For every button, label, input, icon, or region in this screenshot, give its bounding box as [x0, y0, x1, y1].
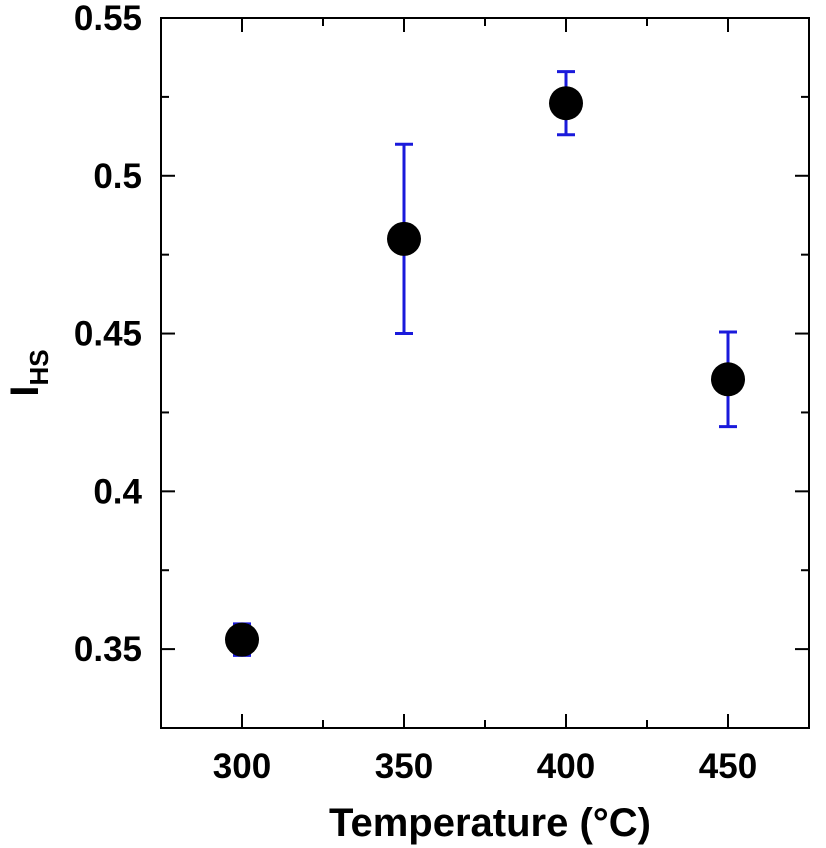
y-tick-label: 0.45 [74, 315, 142, 354]
x-tick-label: 400 [537, 747, 595, 786]
x-tick-label: 300 [213, 747, 271, 786]
data-point [711, 362, 745, 397]
y-axis-title-main: I [3, 386, 47, 397]
data-markers [225, 86, 745, 657]
y-axis-title-sub: HS [24, 349, 54, 385]
axis-ticks [161, 17, 809, 729]
data-point [225, 622, 259, 657]
y-tick-label: 0.55 [74, 0, 142, 38]
tick-labels: 300 350 400 450 0.35 0.4 0.45 0.5 0.55 [74, 0, 757, 786]
svg-text:IHS: IHS [3, 349, 54, 396]
plot-frame [160, 17, 810, 729]
data-point [387, 221, 421, 256]
x-tick-label: 450 [699, 747, 757, 786]
y-tick-label: 0.35 [74, 630, 142, 669]
data-point [549, 86, 583, 121]
y-tick-label: 0.5 [93, 157, 142, 196]
x-axis-title: Temperature (°C) [329, 801, 651, 845]
x-tick-label: 350 [375, 747, 433, 786]
error-bars [233, 70, 737, 657]
y-axis-title: IHS [3, 349, 54, 396]
y-tick-label: 0.4 [93, 472, 142, 511]
